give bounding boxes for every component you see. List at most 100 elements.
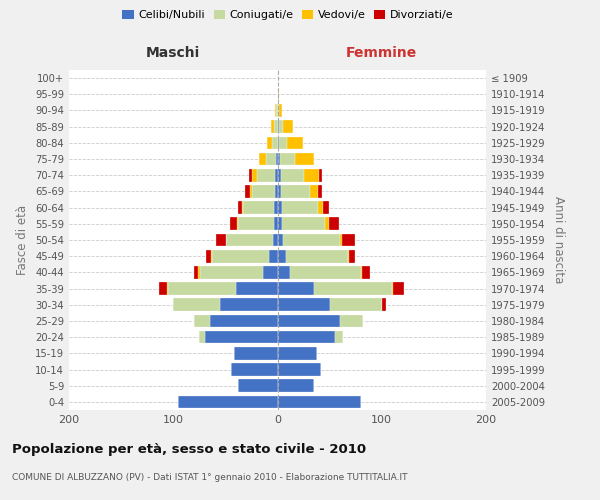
- Bar: [287, 136, 302, 149]
- Bar: [277, 282, 314, 295]
- Bar: [263, 266, 277, 278]
- Bar: [340, 314, 363, 328]
- Bar: [194, 314, 210, 328]
- Bar: [318, 202, 323, 214]
- Bar: [277, 314, 340, 328]
- Bar: [280, 152, 295, 166]
- Bar: [158, 282, 167, 295]
- Bar: [318, 185, 322, 198]
- Bar: [277, 88, 278, 101]
- Bar: [275, 169, 277, 181]
- Bar: [277, 185, 281, 198]
- Bar: [236, 282, 277, 295]
- Legend: Celibi/Nubili, Coniugati/e, Vedovi/e, Divorziati/e: Celibi/Nubili, Coniugati/e, Vedovi/e, Di…: [118, 6, 458, 25]
- Bar: [234, 347, 277, 360]
- Bar: [253, 169, 257, 181]
- Bar: [275, 185, 277, 198]
- Bar: [277, 298, 329, 311]
- Bar: [277, 396, 361, 408]
- Bar: [199, 331, 205, 344]
- Bar: [277, 347, 317, 360]
- Bar: [274, 234, 277, 246]
- Bar: [243, 202, 274, 214]
- Bar: [211, 250, 212, 262]
- Bar: [277, 169, 281, 181]
- Bar: [278, 136, 287, 149]
- Bar: [277, 331, 335, 344]
- Bar: [238, 380, 277, 392]
- Bar: [281, 218, 325, 230]
- Bar: [310, 185, 318, 198]
- Bar: [206, 250, 211, 262]
- Bar: [275, 104, 277, 117]
- Bar: [319, 169, 322, 181]
- Bar: [278, 120, 283, 133]
- Bar: [283, 120, 293, 133]
- Bar: [281, 169, 304, 181]
- Bar: [277, 218, 281, 230]
- Bar: [212, 250, 269, 262]
- Bar: [226, 234, 274, 246]
- Bar: [266, 152, 277, 166]
- Bar: [277, 104, 278, 117]
- Bar: [253, 185, 275, 198]
- Bar: [198, 266, 200, 278]
- Bar: [290, 266, 361, 278]
- Bar: [205, 331, 277, 344]
- Bar: [277, 234, 283, 246]
- Bar: [277, 266, 290, 278]
- Bar: [259, 152, 266, 166]
- Text: Popolazione per età, sesso e stato civile - 2010: Popolazione per età, sesso e stato civil…: [12, 442, 366, 456]
- Bar: [267, 136, 272, 149]
- Bar: [340, 234, 342, 246]
- Bar: [237, 218, 238, 230]
- Bar: [329, 218, 339, 230]
- Y-axis label: Anni di nascita: Anni di nascita: [552, 196, 565, 284]
- Bar: [393, 282, 404, 295]
- Bar: [250, 185, 253, 198]
- Bar: [250, 169, 253, 181]
- Bar: [286, 250, 349, 262]
- Bar: [274, 218, 277, 230]
- Bar: [245, 185, 250, 198]
- Bar: [277, 136, 278, 149]
- Bar: [325, 218, 329, 230]
- Bar: [216, 234, 226, 246]
- Bar: [200, 266, 263, 278]
- Bar: [362, 266, 370, 278]
- Bar: [361, 266, 362, 278]
- Bar: [329, 298, 382, 311]
- Text: Femmine: Femmine: [346, 46, 418, 60]
- Bar: [230, 363, 277, 376]
- Text: COMUNE DI ALBUZZANO (PV) - Dati ISTAT 1° gennaio 2010 - Elaborazione TUTTITALIA.: COMUNE DI ALBUZZANO (PV) - Dati ISTAT 1°…: [12, 472, 407, 482]
- Bar: [382, 298, 386, 311]
- Bar: [392, 282, 393, 295]
- Bar: [274, 120, 277, 133]
- Bar: [277, 120, 278, 133]
- Bar: [295, 152, 314, 166]
- Bar: [194, 266, 198, 278]
- Bar: [281, 202, 318, 214]
- Bar: [283, 234, 340, 246]
- Bar: [167, 282, 168, 295]
- Bar: [238, 202, 242, 214]
- Bar: [342, 234, 355, 246]
- Text: Maschi: Maschi: [146, 46, 200, 60]
- Bar: [257, 169, 275, 181]
- Bar: [277, 380, 314, 392]
- Bar: [314, 282, 392, 295]
- Y-axis label: Fasce di età: Fasce di età: [16, 205, 29, 275]
- Bar: [272, 136, 277, 149]
- Bar: [277, 363, 321, 376]
- Bar: [274, 202, 277, 214]
- Bar: [335, 331, 343, 344]
- Bar: [271, 120, 274, 133]
- Bar: [230, 218, 237, 230]
- Bar: [281, 185, 310, 198]
- Bar: [242, 202, 243, 214]
- Bar: [178, 396, 277, 408]
- Bar: [173, 298, 220, 311]
- Bar: [304, 169, 319, 181]
- Bar: [277, 250, 286, 262]
- Bar: [210, 314, 277, 328]
